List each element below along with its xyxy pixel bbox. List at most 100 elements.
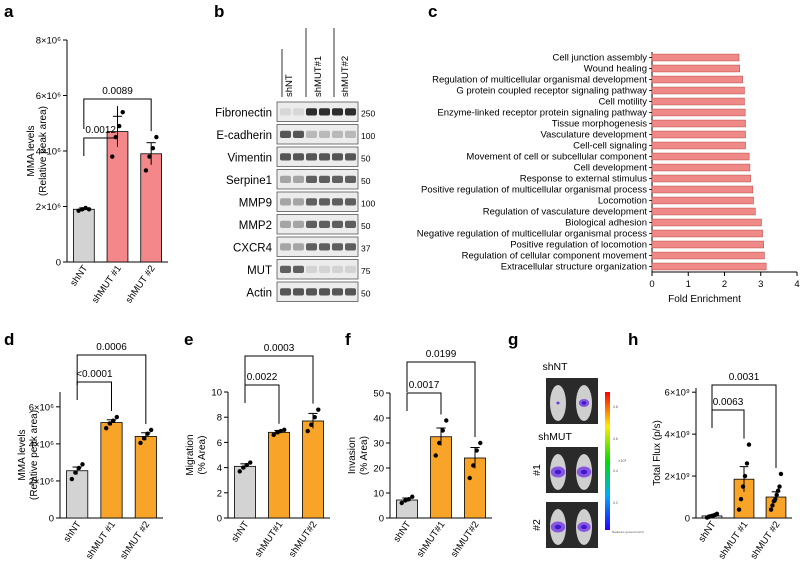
data-point bbox=[736, 507, 742, 512]
enrichment-bar bbox=[651, 218, 762, 227]
y-tick-label: 6×10⁶ bbox=[36, 91, 61, 102]
x-tick-label: shNT bbox=[696, 519, 718, 544]
blot-band bbox=[293, 175, 304, 183]
y-tick-label: 4×10⁶ bbox=[29, 439, 54, 450]
significance-bracket bbox=[711, 384, 777, 468]
data-point bbox=[120, 109, 125, 115]
protein-label: MMP9 bbox=[239, 197, 272, 209]
enrichment-bar bbox=[651, 207, 756, 216]
enrichment-bar bbox=[651, 152, 750, 161]
p-value-label: 0.0017 bbox=[409, 380, 440, 391]
chart-d: 0 2×10⁶ 4×10⁶ 6×10⁶ MMA levels (Relative peak… bbox=[17, 342, 163, 561]
enrichment-bar bbox=[651, 130, 746, 139]
lane-label: shNT bbox=[284, 74, 295, 97]
data-point bbox=[117, 123, 122, 129]
blot-band bbox=[293, 198, 304, 206]
y-tick-label: 0 bbox=[217, 514, 222, 525]
x-tick-label: 3 bbox=[758, 279, 763, 290]
mw-marker: 50 bbox=[361, 153, 371, 163]
x-tick-label: 2 bbox=[722, 279, 727, 290]
significance-bracket bbox=[244, 355, 314, 404]
blot-band bbox=[280, 265, 291, 273]
blot-band bbox=[332, 288, 343, 296]
y-tick-label: 6 bbox=[217, 438, 222, 449]
blot-band bbox=[345, 175, 356, 183]
blot-band bbox=[332, 220, 343, 228]
data-point bbox=[278, 428, 283, 434]
panel-letter-f: f bbox=[345, 330, 351, 349]
protein-label: Fibronectin bbox=[215, 107, 272, 119]
category-label: Tissue morphogenesis bbox=[552, 119, 647, 130]
significance-bracket bbox=[406, 392, 442, 415]
category-label: Cell motility bbox=[598, 97, 647, 108]
chart-c-enrichment: 0 1 2 3 4 Fold Enrichment Cell junction assemb… bbox=[417, 52, 800, 305]
mw-marker: 100 bbox=[361, 198, 375, 208]
enrichment-bar bbox=[651, 64, 741, 73]
x-tick-label: shMUT #2 bbox=[124, 263, 158, 305]
blot-band bbox=[280, 288, 291, 296]
blot-band bbox=[306, 108, 317, 116]
category-label: Positive regulation of locomotion bbox=[510, 240, 647, 251]
enrichment-bar bbox=[651, 119, 746, 128]
enrichment-bar bbox=[651, 163, 751, 172]
category-label: Cell-cell signaling bbox=[573, 141, 647, 152]
enrichment-bar bbox=[651, 262, 767, 271]
blot-band bbox=[306, 288, 317, 296]
data-point bbox=[312, 415, 317, 420]
mw-marker: 75 bbox=[361, 266, 371, 276]
color-scale bbox=[605, 392, 610, 530]
mw-marker: 50 bbox=[361, 221, 371, 231]
x-tick-label: shNT bbox=[68, 263, 90, 288]
category-label: Movement of cell or subcellular componen… bbox=[466, 152, 647, 163]
p-value-label: 0.0199 bbox=[426, 349, 457, 360]
significance-bracket bbox=[76, 381, 112, 412]
y-tick-label: 10 bbox=[211, 388, 222, 399]
blot-band bbox=[280, 153, 291, 161]
signal-core bbox=[581, 524, 587, 530]
protein-label: Actin bbox=[246, 287, 272, 299]
y-axis-label: Migration bbox=[185, 434, 196, 475]
data-point bbox=[103, 425, 109, 431]
data-point bbox=[444, 418, 449, 423]
blot-band bbox=[319, 220, 330, 228]
enrichment-bar bbox=[651, 229, 763, 238]
blot-band bbox=[345, 220, 356, 228]
enrichment-bar bbox=[651, 240, 764, 249]
scale-tick-label: 0.4 bbox=[613, 469, 618, 473]
x-tick-label: shMUT #2 bbox=[118, 519, 152, 561]
significance-bracket bbox=[76, 354, 147, 424]
blot-strip bbox=[276, 191, 359, 212]
blot-band bbox=[319, 288, 330, 296]
p-value-label: 0.0012 bbox=[85, 125, 116, 136]
scale-unit: ×10⁶ bbox=[618, 458, 627, 463]
mw-marker: 100 bbox=[361, 131, 375, 141]
data-point bbox=[248, 460, 253, 465]
blot-band bbox=[293, 153, 304, 161]
scale-tick-label: 0.6 bbox=[613, 437, 618, 441]
blot-strip bbox=[276, 281, 359, 302]
y-tick-label: 40 bbox=[373, 414, 384, 425]
lane-label: shMUT#2 bbox=[340, 56, 351, 97]
x-tick-label: 4 bbox=[794, 279, 799, 290]
data-point bbox=[150, 146, 156, 151]
data-point bbox=[440, 428, 445, 433]
panel-letter-b: b bbox=[214, 2, 224, 21]
blot-strip bbox=[276, 259, 359, 280]
blot-band bbox=[319, 198, 330, 206]
data-point bbox=[271, 432, 276, 438]
signal-core bbox=[580, 469, 588, 475]
y-tick-label: 10 bbox=[373, 489, 384, 500]
y-tick-label: 2×10⁹ bbox=[665, 472, 690, 483]
blot-band bbox=[293, 265, 304, 273]
enrichment-bar bbox=[651, 53, 740, 62]
blot-band bbox=[306, 130, 317, 138]
blot-band bbox=[293, 220, 304, 228]
y-tick-label: 4×10⁹ bbox=[665, 430, 690, 441]
x-tick-label: shMUT#1 bbox=[253, 519, 286, 559]
bar bbox=[134, 436, 157, 519]
data-point bbox=[73, 470, 78, 475]
y-tick-label: 50 bbox=[373, 389, 384, 400]
blot-band bbox=[280, 198, 291, 206]
